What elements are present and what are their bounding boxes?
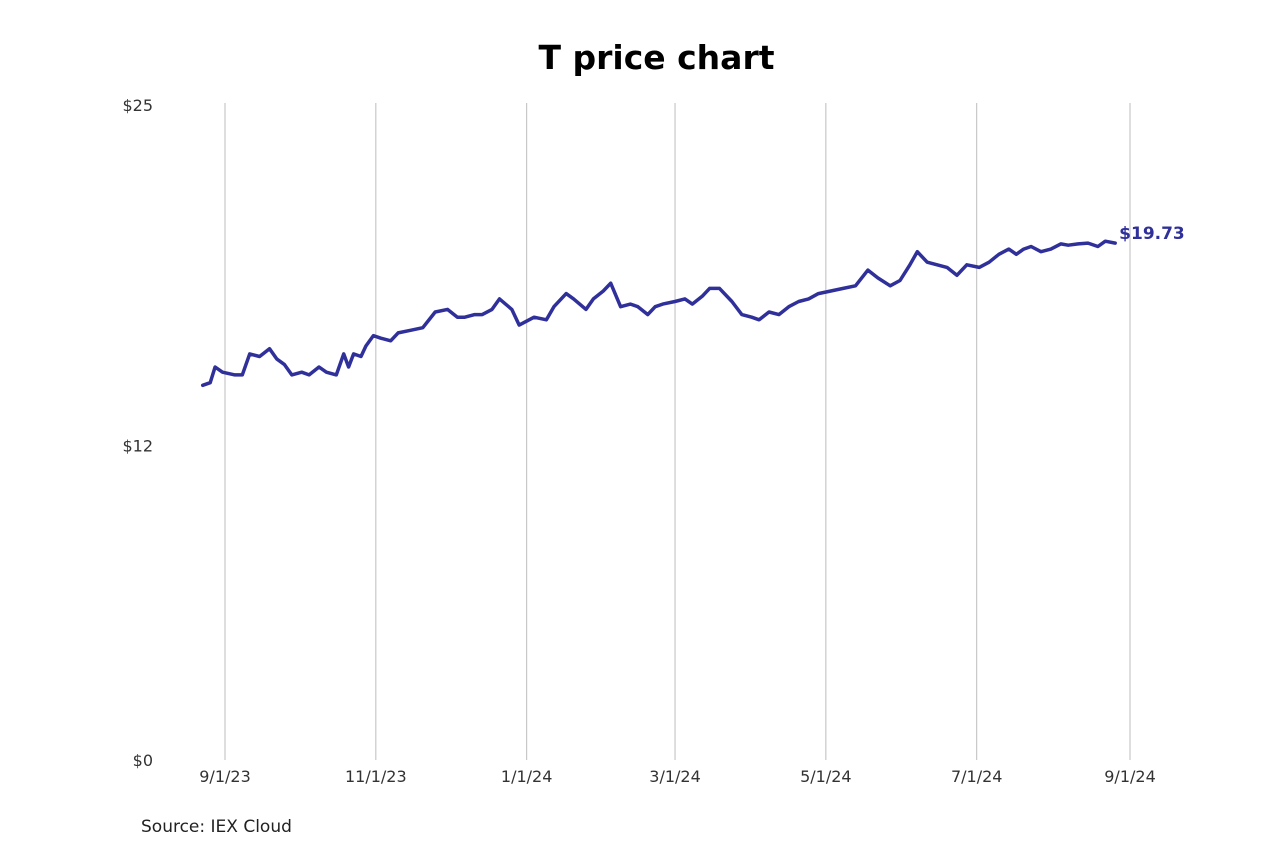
source-note: Source: IEX Cloud (141, 817, 292, 837)
x-tick-label: 11/1/23 (345, 767, 407, 786)
y-tick-label: $25 (122, 96, 153, 115)
x-tick-label: 9/1/23 (199, 767, 251, 786)
price-series-line (200, 239, 1117, 388)
last-price-label: $19.73 (1119, 224, 1185, 244)
y-axis-tick-labels: $0 $12 $25 (122, 96, 153, 770)
x-tick-label: 7/1/24 (951, 767, 1003, 786)
x-axis-tick-labels: 9/1/23 11/1/23 1/1/24 3/1/24 5/1/24 7/1/24 9/1… (199, 767, 1156, 786)
x-tick-label: 1/1/24 (501, 767, 553, 786)
y-tick-label: $0 (133, 751, 153, 770)
x-tick-label: 9/1/24 (1104, 767, 1156, 786)
chart-title: T price chart (538, 38, 775, 77)
y-tick-label: $12 (122, 437, 153, 456)
gridlines (224, 103, 1131, 760)
x-tick-label: 5/1/24 (800, 767, 852, 786)
x-tick-label: 3/1/24 (649, 767, 701, 786)
